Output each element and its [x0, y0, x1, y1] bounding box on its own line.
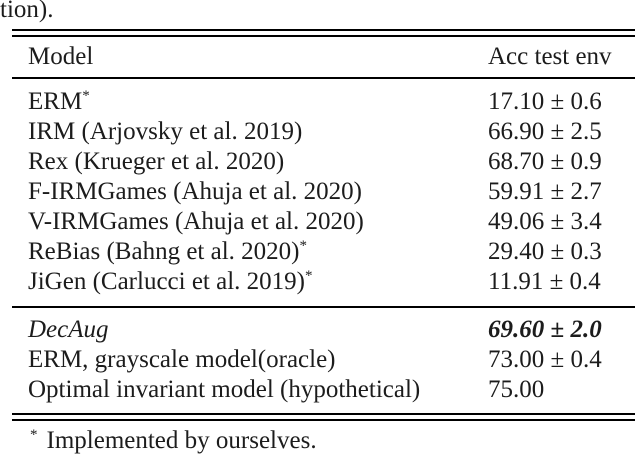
model-cell: IRM (Arjovsky et al. 2019) [12, 117, 488, 147]
accuracy-value: 66.90 ± 2.5 [488, 118, 602, 145]
model-cell: V-IRMGames (Ahuja et al. 2020) [12, 207, 488, 237]
model-label: Rex (Krueger et al. 2020) [28, 148, 285, 175]
footnote-text: Implemented by ourselves. [46, 427, 317, 454]
table-row-erm: ERM* 17.10 ± 0.6 [12, 87, 635, 117]
caption-fragment: tion). [0, 0, 54, 23]
table-row-irm: IRM (Arjovsky et al. 2019) 66.90 ± 2.5 [12, 117, 635, 147]
accuracy-value: 73.00 ± 0.4 [488, 346, 602, 373]
header-separator-rule [12, 77, 635, 79]
model-cell: Rex (Krueger et al. 2020) [12, 147, 488, 177]
model-label: DecAug [28, 316, 109, 343]
accuracy-value: 17.10 ± 0.6 [488, 88, 602, 115]
model-cell: Optimal invariant model (hypothetical) [12, 375, 488, 405]
table-row-rebias: ReBias (Bahng et al. 2020)* 29.40 ± 0.3 [12, 237, 635, 267]
results-table: Model Acc test env ERM* 17.10 ± 0.6 IRM … [12, 29, 635, 421]
model-label: IRM (Arjovsky et al. 2019) [28, 118, 303, 145]
model-cell: F-IRMGames (Ahuja et al. 2020) [12, 177, 488, 207]
model-cell: JiGen (Carlucci et al. 2019)* [12, 267, 488, 297]
accuracy-value: 59.91 ± 2.7 [488, 178, 602, 205]
table-body-decaug-oracle: DecAug 69.60 ± 2.0 ERM, grayscale model(… [12, 308, 635, 413]
accuracy-value: 11.91 ± 0.4 [488, 268, 601, 295]
model-label: Optimal invariant model (hypothetical) [28, 376, 421, 403]
accuracy-value: 69.60 ± 2.0 [488, 316, 602, 343]
model-cell: ERM* [12, 87, 488, 117]
model-label: F-IRMGames (Ahuja et al. 2020) [28, 178, 362, 205]
column-header-model: Model [28, 43, 94, 70]
footnote-marker: * [305, 268, 313, 284]
table-bottom-rule [12, 413, 635, 421]
model-label: ReBias (Bahng et al. 2020) [28, 238, 300, 265]
table-top-rule [12, 29, 635, 37]
model-label: ERM [28, 88, 83, 115]
table-body-baselines: ERM* 17.10 ± 0.6 IRM (Arjovsky et al. 20… [12, 79, 635, 306]
model-cell: ERM, grayscale model(oracle) [12, 345, 488, 375]
model-label: JiGen (Carlucci et al. 2019) [28, 268, 305, 295]
footnote-marker: * [82, 88, 90, 104]
section-separator-rule [12, 306, 635, 308]
footnote-marker: * [30, 427, 38, 443]
table-row-v-irmgames: V-IRMGames (Ahuja et al. 2020) 49.06 ± 3… [12, 207, 635, 237]
table-row-erm-grayscale-oracle: ERM, grayscale model(oracle) 73.00 ± 0.4 [12, 345, 635, 375]
table-row-f-irmgames: F-IRMGames (Ahuja et al. 2020) 59.91 ± 2… [12, 177, 635, 207]
model-cell: DecAug [12, 315, 488, 345]
footnote-marker: * [299, 238, 307, 254]
table-header-row: Model Acc test env [12, 37, 635, 77]
accuracy-value: 29.40 ± 0.3 [488, 238, 602, 265]
accuracy-value: 75.00 [488, 376, 545, 403]
accuracy-value: 68.70 ± 0.9 [488, 148, 602, 175]
table-row-rex: Rex (Krueger et al. 2020) 68.70 ± 0.9 [12, 147, 635, 177]
table-row-optimal-invariant: Optimal invariant model (hypothetical) 7… [12, 375, 635, 405]
table-row-decaug: DecAug 69.60 ± 2.0 [12, 315, 635, 345]
model-cell: ReBias (Bahng et al. 2020)* [12, 237, 488, 267]
model-label: V-IRMGames (Ahuja et al. 2020) [28, 208, 364, 235]
column-header-acc-test-env: Acc test env [488, 43, 612, 70]
model-label: ERM, grayscale model(oracle) [28, 346, 336, 373]
table-footnote: * Implemented by ourselves. [12, 426, 317, 456]
accuracy-value: 49.06 ± 3.4 [488, 208, 602, 235]
table-row-jigen: JiGen (Carlucci et al. 2019)* 11.91 ± 0.… [12, 267, 635, 297]
